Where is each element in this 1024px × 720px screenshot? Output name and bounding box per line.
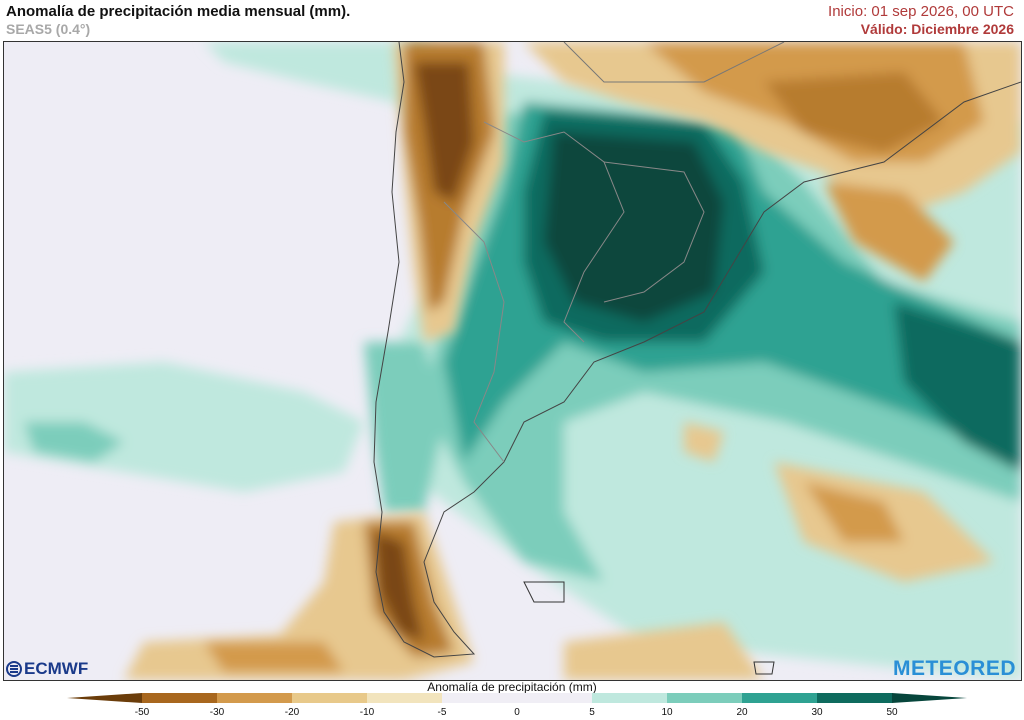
ecmwf-logo: ECMWF [6, 659, 88, 679]
ecmwf-logo-text: ECMWF [24, 659, 89, 678]
legend-tick-label: -5 [437, 707, 447, 718]
legend-arrow-left [67, 693, 142, 703]
model-subtitle: SEAS5 (0.4°) [6, 21, 91, 37]
legend-tick-label: 5 [589, 707, 595, 718]
legend-tick-label: 0 [514, 707, 520, 718]
legend-segment [142, 693, 218, 703]
valid-date: Válido: Diciembre 2026 [860, 21, 1014, 37]
map-canvas [4, 42, 1021, 680]
legend-tick-label: 20 [736, 707, 748, 718]
legend-segment [517, 693, 593, 703]
legend-tick-label: 50 [886, 707, 898, 718]
init-date: Inicio: 01 sep 2026, 00 UTC [828, 3, 1014, 20]
legend-segment [742, 693, 818, 703]
map-title: Anomalía de precipitación media mensual … [6, 3, 351, 20]
meteored-logo: METEORED [892, 657, 1016, 680]
dry-anomaly-areas [124, 42, 1021, 680]
legend-colorbar [67, 693, 967, 703]
legend-tick-label: -10 [359, 707, 375, 718]
legend-segment [667, 693, 743, 703]
coastlines [373, 42, 1021, 675]
legend-segment [217, 693, 293, 703]
legend-segment [592, 693, 668, 703]
legend-segment [817, 693, 893, 703]
legend-title: Anomalía de precipitación (mm) [427, 680, 597, 694]
legend-tick-label: 10 [661, 707, 673, 718]
legend-segment [292, 693, 368, 703]
legend-tick-label: -30 [209, 707, 225, 718]
legend-segment [442, 693, 518, 703]
legend-tick-label: -20 [284, 707, 300, 718]
legend-tick-label: -50 [134, 707, 150, 718]
header: Anomalía de precipitación media mensual … [0, 0, 1024, 40]
precipitation-anomaly-map [3, 41, 1022, 681]
legend-segment [367, 693, 443, 703]
legend-arrow-right [892, 693, 967, 703]
legend-tick-label: 30 [811, 707, 823, 718]
ecmwf-icon [6, 661, 22, 677]
color-legend: Anomalía de precipitación (mm) -50 -30 -20… [0, 679, 1024, 720]
